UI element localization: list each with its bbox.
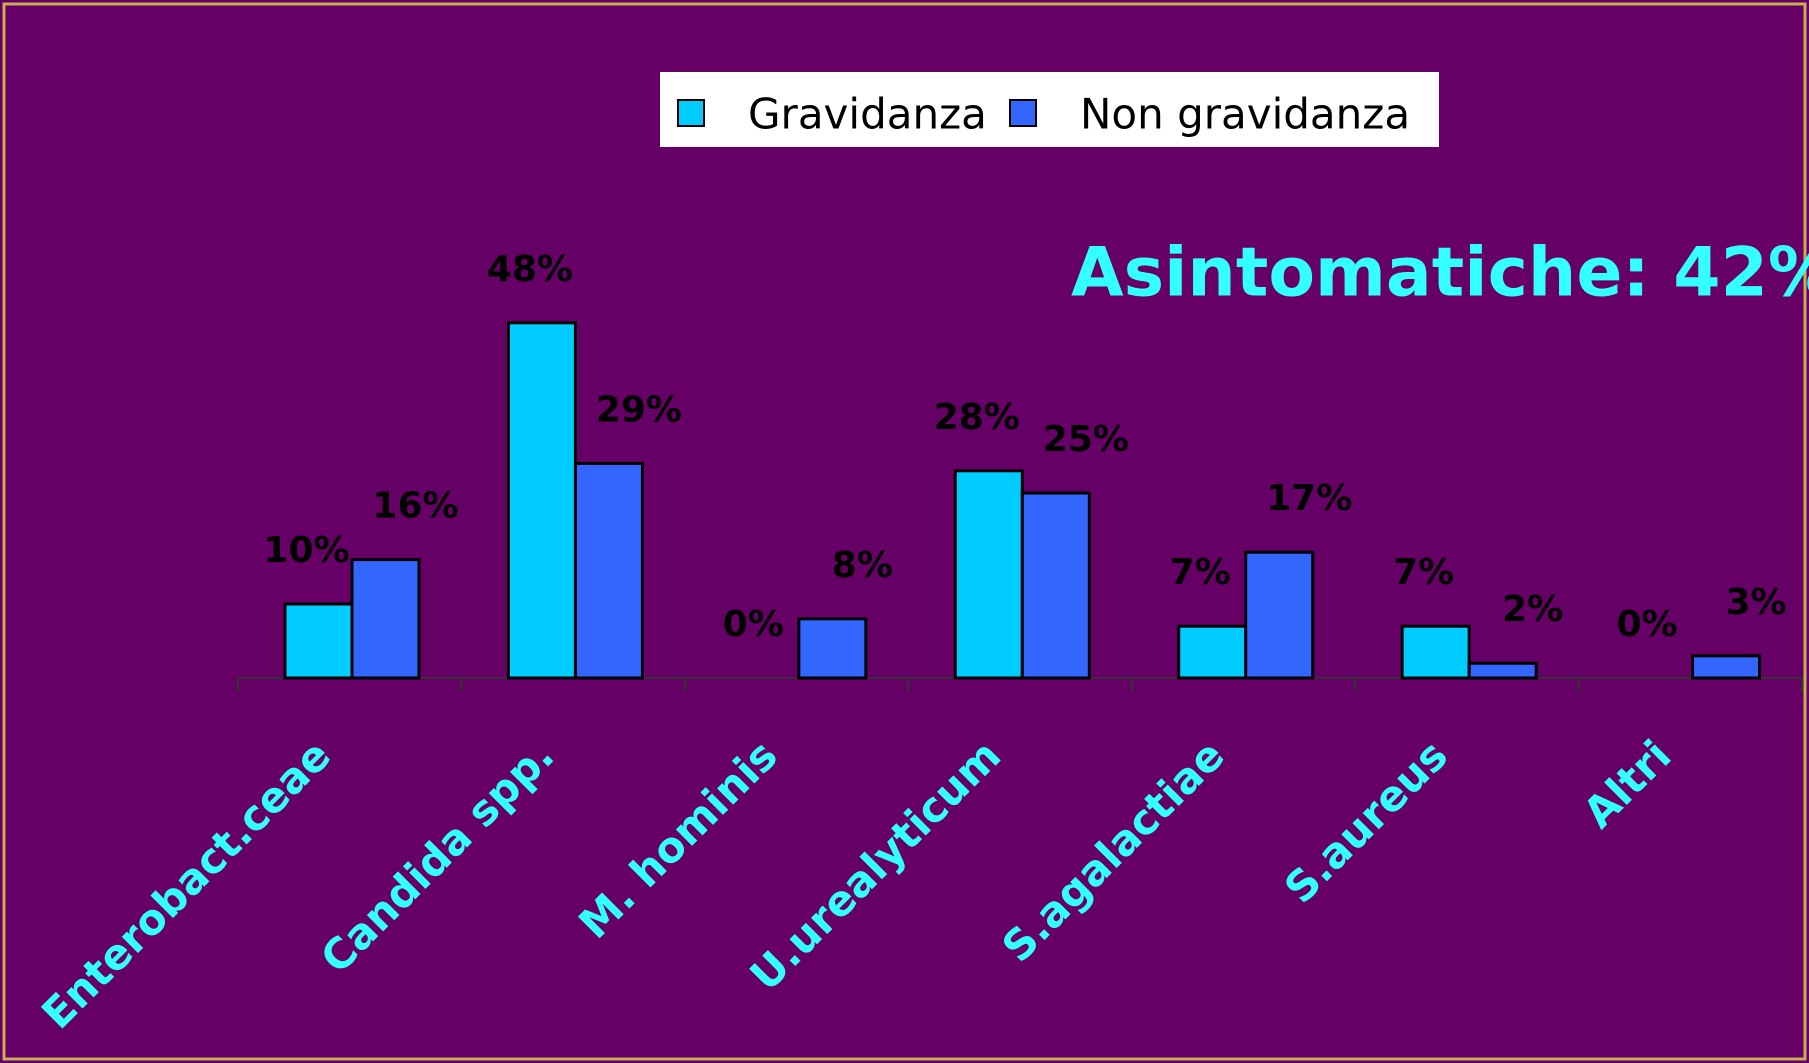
- bar: [797, 617, 868, 680]
- legend-label: Non gravidanza: [1080, 90, 1410, 139]
- annotation: Asintomatiche: 42%: [1071, 234, 1809, 313]
- bar: [1691, 654, 1762, 680]
- bar: [350, 558, 421, 680]
- legend-swatch: [677, 99, 705, 127]
- data-label: 7%: [1393, 552, 1454, 593]
- data-label: 16%: [372, 486, 458, 527]
- data-label: 48%: [487, 249, 573, 290]
- bar: [1177, 624, 1248, 680]
- bar: [953, 469, 1024, 680]
- bar: [1020, 491, 1091, 680]
- bar: [1244, 550, 1315, 680]
- bar: [1400, 624, 1471, 680]
- bar: [573, 461, 644, 680]
- bar: [506, 321, 577, 680]
- data-label: 17%: [1266, 478, 1352, 519]
- data-label: 8%: [832, 545, 893, 586]
- data-label: 7%: [1170, 552, 1231, 593]
- data-label: 28%: [934, 397, 1020, 438]
- bar: [283, 602, 354, 680]
- data-label: 25%: [1043, 419, 1129, 460]
- legend-box: [660, 72, 1439, 147]
- data-label: 10%: [263, 530, 349, 571]
- legend-swatch: [1009, 99, 1037, 127]
- bar: [1467, 661, 1538, 680]
- data-label: 29%: [596, 389, 682, 430]
- data-label: 0%: [723, 604, 784, 645]
- data-label: 2%: [1502, 589, 1563, 630]
- legend-label: Gravidanza: [748, 90, 987, 139]
- data-label: 0%: [1617, 604, 1678, 645]
- data-label: 3%: [1726, 582, 1787, 623]
